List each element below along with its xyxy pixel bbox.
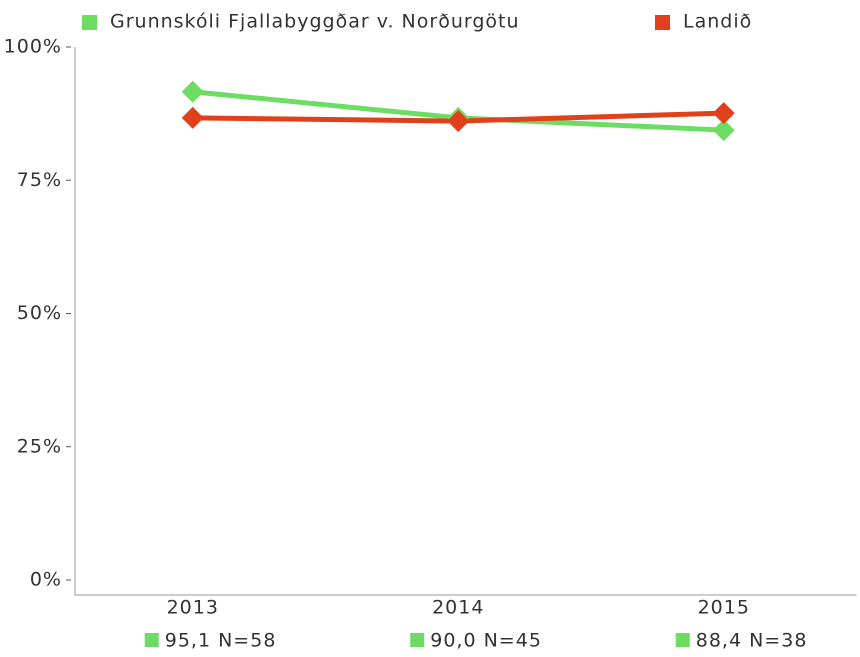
- x-tick-label: 2014: [432, 597, 484, 619]
- annotation-swatch: [410, 633, 425, 647]
- data-point: [181, 80, 204, 103]
- data-point: [181, 106, 204, 129]
- annotation-swatch: [144, 633, 159, 647]
- y-tick-label: 50%: [17, 302, 62, 324]
- annotation: 95,1 N=58: [165, 630, 277, 652]
- y-tick-label: 100%: [4, 36, 62, 58]
- y-tick-label: 25%: [17, 435, 62, 457]
- legend-swatch: [82, 15, 97, 30]
- annotation: 88,4 N=38: [696, 630, 808, 652]
- annotation: 90,0 N=45: [430, 630, 542, 652]
- y-tick-label: 75%: [17, 169, 62, 191]
- legend-label: Grunnskóli Fjallabyggðar v. Norðurgötu: [110, 11, 520, 33]
- y-tick-label: 0%: [30, 569, 62, 591]
- annotation-swatch: [675, 633, 690, 647]
- legend-swatch: [655, 15, 670, 30]
- data-point: [712, 119, 735, 142]
- x-tick-label: 2013: [167, 597, 219, 619]
- legend-label: Landið: [683, 11, 752, 33]
- data-point: [447, 110, 470, 133]
- x-tick-label: 2015: [698, 597, 750, 619]
- data-point: [712, 102, 735, 125]
